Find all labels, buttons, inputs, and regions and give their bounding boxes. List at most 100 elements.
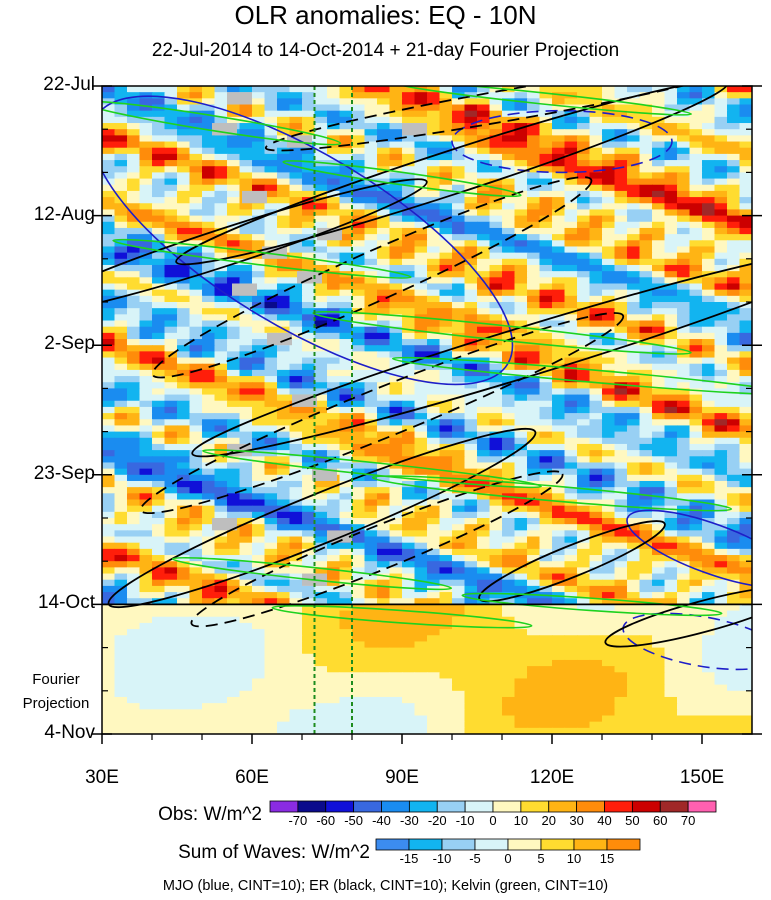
anomaly-cell [327, 369, 341, 377]
anomaly-cell [614, 357, 628, 365]
anomaly-cell [439, 635, 453, 643]
anomaly-cell [502, 166, 516, 173]
anomaly-cell [114, 351, 128, 359]
anomaly-cell [727, 351, 741, 359]
anomaly-cell [239, 622, 253, 630]
anomaly-cell [689, 524, 703, 531]
anomaly-cell [627, 166, 641, 173]
anomaly-cell [589, 264, 603, 272]
anomaly-cell [689, 147, 703, 155]
anomaly-cell [514, 666, 528, 673]
anomaly-cell [202, 153, 216, 161]
anomaly-cell [239, 240, 253, 248]
anomaly-cell [727, 616, 741, 624]
anomaly-cell [327, 116, 341, 124]
anomaly-cell [714, 308, 728, 315]
anomaly-cell [177, 215, 191, 223]
anomaly-cell [339, 616, 353, 624]
anomaly-cell [477, 647, 491, 655]
anomaly-cell [114, 561, 128, 568]
anomaly-cell [139, 592, 153, 599]
anomaly-cell [414, 252, 428, 260]
anomaly-cell [289, 197, 303, 204]
anomaly-cell [352, 203, 366, 211]
anomaly-cell [727, 283, 741, 291]
anomaly-cell [689, 190, 703, 198]
anomaly-cell [289, 153, 303, 161]
anomaly-cell [739, 647, 752, 655]
anomaly-cell [177, 104, 191, 112]
anomaly-cell [152, 629, 166, 636]
anomaly-cell [189, 160, 203, 167]
anomaly-cell [314, 400, 328, 408]
anomaly-cell [527, 579, 541, 587]
anomaly-cell [502, 295, 516, 303]
anomaly-cell [352, 246, 366, 254]
anomaly-cell [477, 388, 491, 396]
anomaly-cell [339, 388, 353, 396]
anomaly-cell [539, 425, 553, 433]
anomaly-cell [239, 548, 253, 556]
anomaly-cell [289, 104, 303, 112]
anomaly-cell [677, 369, 691, 377]
anomaly-cell [539, 413, 553, 420]
anomaly-cell [202, 123, 216, 130]
anomaly-cell [252, 141, 266, 149]
anomaly-cell [302, 357, 316, 365]
anomaly-cell [652, 184, 666, 192]
anomaly-cell [414, 190, 428, 198]
anomaly-cell [564, 388, 578, 396]
anomaly-cell [177, 271, 191, 278]
anomaly-cell [727, 153, 741, 161]
anomaly-cell [489, 283, 503, 291]
anomaly-cell [152, 641, 166, 649]
anomaly-cell [402, 406, 416, 414]
anomaly-cell [114, 468, 128, 476]
anomaly-cell [389, 666, 403, 673]
anomaly-cell [164, 184, 178, 192]
anomaly-cell [102, 629, 116, 636]
anomaly-cell [477, 487, 491, 494]
anomaly-cell [602, 561, 616, 568]
anomaly-cell [539, 252, 553, 260]
anomaly-cell [452, 277, 466, 285]
anomaly-cell [389, 468, 403, 476]
anomaly-cell [164, 456, 178, 464]
anomaly-cell [689, 363, 703, 371]
anomaly-cell [689, 345, 703, 352]
anomaly-cell [339, 98, 353, 106]
anomaly-cell [339, 166, 353, 173]
anomaly-cell [727, 530, 741, 538]
anomaly-cell [602, 431, 616, 439]
anomaly-cell [527, 357, 541, 365]
anomaly-cell [727, 641, 741, 649]
anomaly-cell [602, 308, 616, 315]
anomaly-cell [152, 573, 166, 581]
anomaly-cell [677, 363, 691, 371]
anomaly-cell [502, 437, 516, 445]
anomaly-cell [552, 332, 566, 340]
anomaly-cell [489, 104, 503, 112]
anomaly-cell [589, 116, 603, 124]
anomaly-cell [714, 672, 728, 680]
anomaly-cell [477, 264, 491, 272]
anomaly-cell [139, 258, 153, 266]
anomaly-cell [252, 450, 266, 457]
anomaly-cell [539, 376, 553, 383]
anomaly-cell [639, 653, 653, 661]
anomaly-cell [239, 123, 253, 130]
anomaly-cell [464, 548, 478, 556]
anomaly-cell [589, 413, 603, 420]
anomaly-cell [552, 184, 566, 192]
anomaly-cell [314, 462, 328, 470]
anomaly-cell [202, 92, 216, 99]
anomaly-cell [527, 388, 541, 396]
anomaly-cell [489, 357, 503, 365]
anomaly-cell [452, 548, 466, 556]
anomaly-cell [364, 190, 378, 198]
anomaly-cell [289, 184, 303, 192]
anomaly-cell [427, 302, 441, 309]
anomaly-cell [339, 332, 353, 340]
anomaly-cell [127, 511, 141, 519]
anomaly-cell [339, 635, 353, 643]
